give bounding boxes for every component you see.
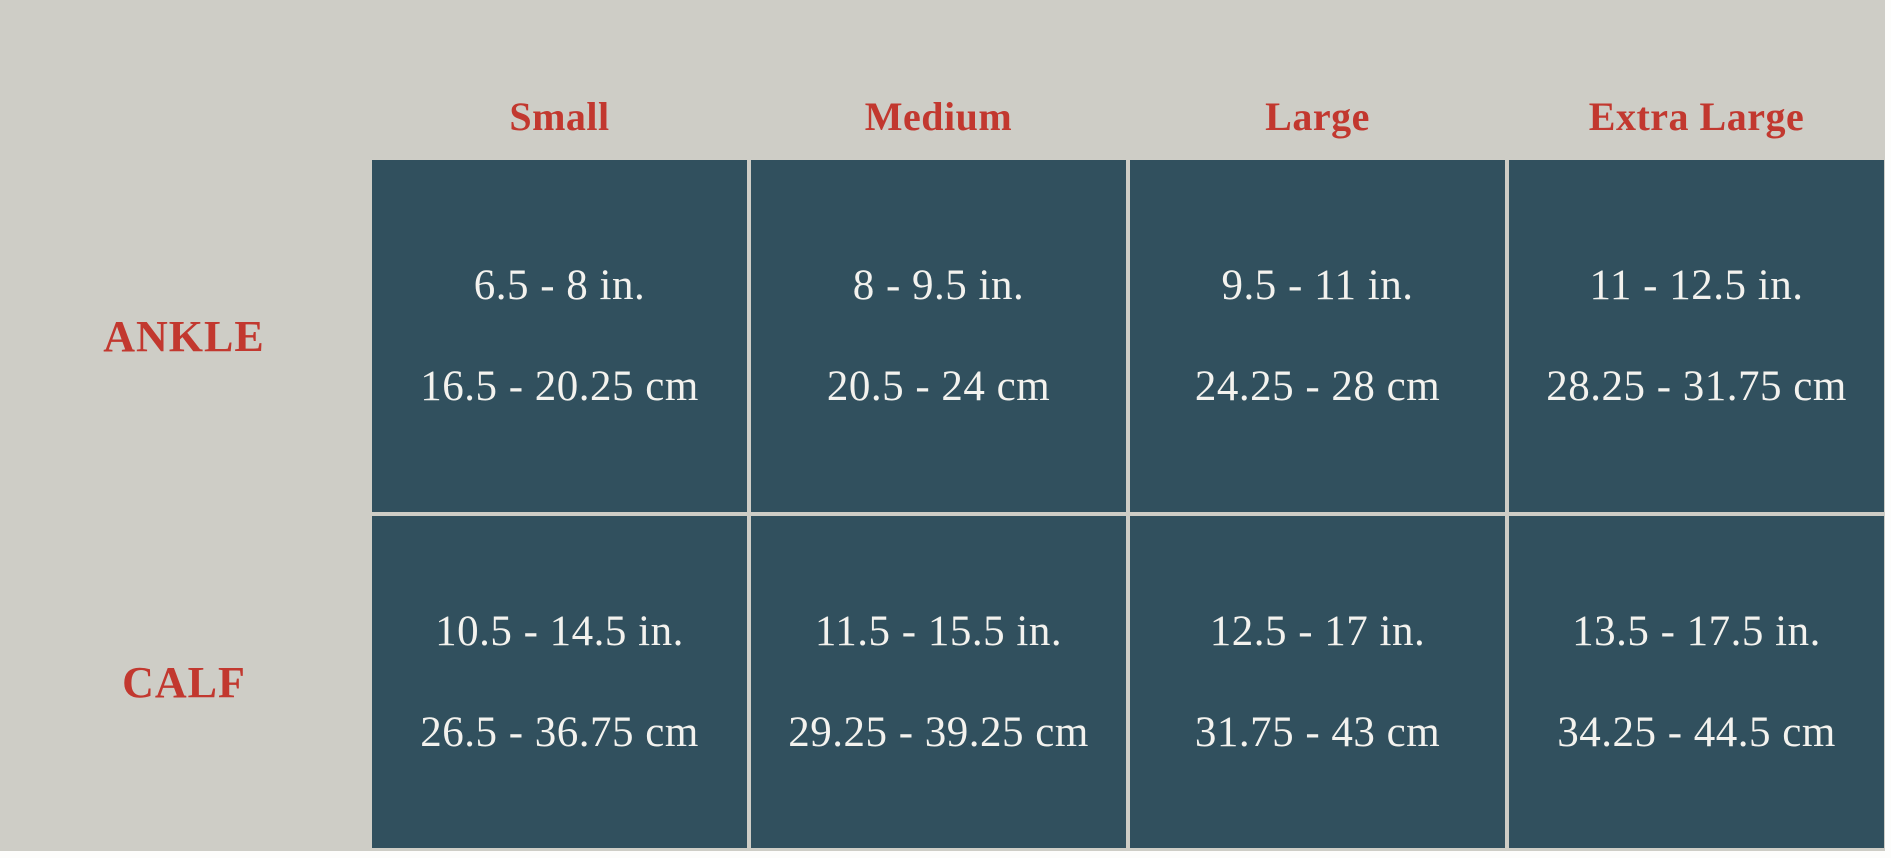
ankle-large-cm: 24.25 - 28 cm bbox=[1194, 362, 1441, 410]
cell-ankle-large: 9.5 - 11 in. 24.25 - 28 cm bbox=[1130, 160, 1505, 512]
row-label-ankle: ANKLE bbox=[103, 311, 265, 361]
calf-small-inches: 10.5 - 14.5 in. bbox=[435, 608, 684, 656]
column-header-small: Small bbox=[509, 94, 610, 139]
cell-ankle-medium: 8 - 9.5 in. 20.5 - 24 cm bbox=[751, 160, 1126, 512]
cell-calf-large: 12.5 - 17 in. 31.75 - 43 cm bbox=[1130, 516, 1505, 848]
calf-medium-cm: 29.25 - 39.25 cm bbox=[788, 708, 1089, 756]
column-header-medium: Medium bbox=[864, 94, 1013, 139]
calf-large-cm: 31.75 - 43 cm bbox=[1194, 708, 1441, 756]
calf-large-inches: 12.5 - 17 in. bbox=[1209, 608, 1426, 656]
cell-ankle-small: 6.5 - 8 in. 16.5 - 20.25 cm bbox=[372, 160, 747, 512]
column-header-extra-large: Extra Large bbox=[1588, 94, 1805, 139]
ankle-extra-large-inches: 11 - 12.5 in. bbox=[1589, 262, 1804, 310]
ankle-medium-cm: 20.5 - 24 cm bbox=[826, 362, 1051, 410]
ankle-medium-inches: 8 - 9.5 in. bbox=[852, 262, 1025, 310]
cell-calf-medium: 11.5 - 15.5 in. 29.25 - 39.25 cm bbox=[751, 516, 1126, 848]
column-header-large: Large bbox=[1265, 94, 1370, 139]
ankle-extra-large-cm: 28.25 - 31.75 cm bbox=[1546, 362, 1847, 410]
calf-extra-large-inches: 13.5 - 17.5 in. bbox=[1572, 608, 1821, 656]
ankle-large-inches: 9.5 - 11 in. bbox=[1221, 262, 1414, 310]
calf-extra-large-cm: 34.25 - 44.5 cm bbox=[1557, 708, 1836, 756]
bottom-edge-border bbox=[0, 851, 1891, 858]
ankle-small-cm: 16.5 - 20.25 cm bbox=[420, 362, 699, 410]
cell-ankle-extra-large: 11 - 12.5 in. 28.25 - 31.75 cm bbox=[1509, 160, 1884, 512]
ankle-small-inches: 6.5 - 8 in. bbox=[473, 262, 646, 310]
cell-calf-small: 10.5 - 14.5 in. 26.5 - 36.75 cm bbox=[372, 516, 747, 848]
calf-medium-inches: 11.5 - 15.5 in. bbox=[814, 608, 1063, 656]
calf-small-cm: 26.5 - 36.75 cm bbox=[420, 708, 699, 756]
row-label-calf: CALF bbox=[122, 657, 246, 707]
cell-calf-extra-large: 13.5 - 17.5 in. 34.25 - 44.5 cm bbox=[1509, 516, 1884, 848]
right-edge-border bbox=[1885, 0, 1891, 858]
table-corner-spacer bbox=[0, 0, 368, 156]
